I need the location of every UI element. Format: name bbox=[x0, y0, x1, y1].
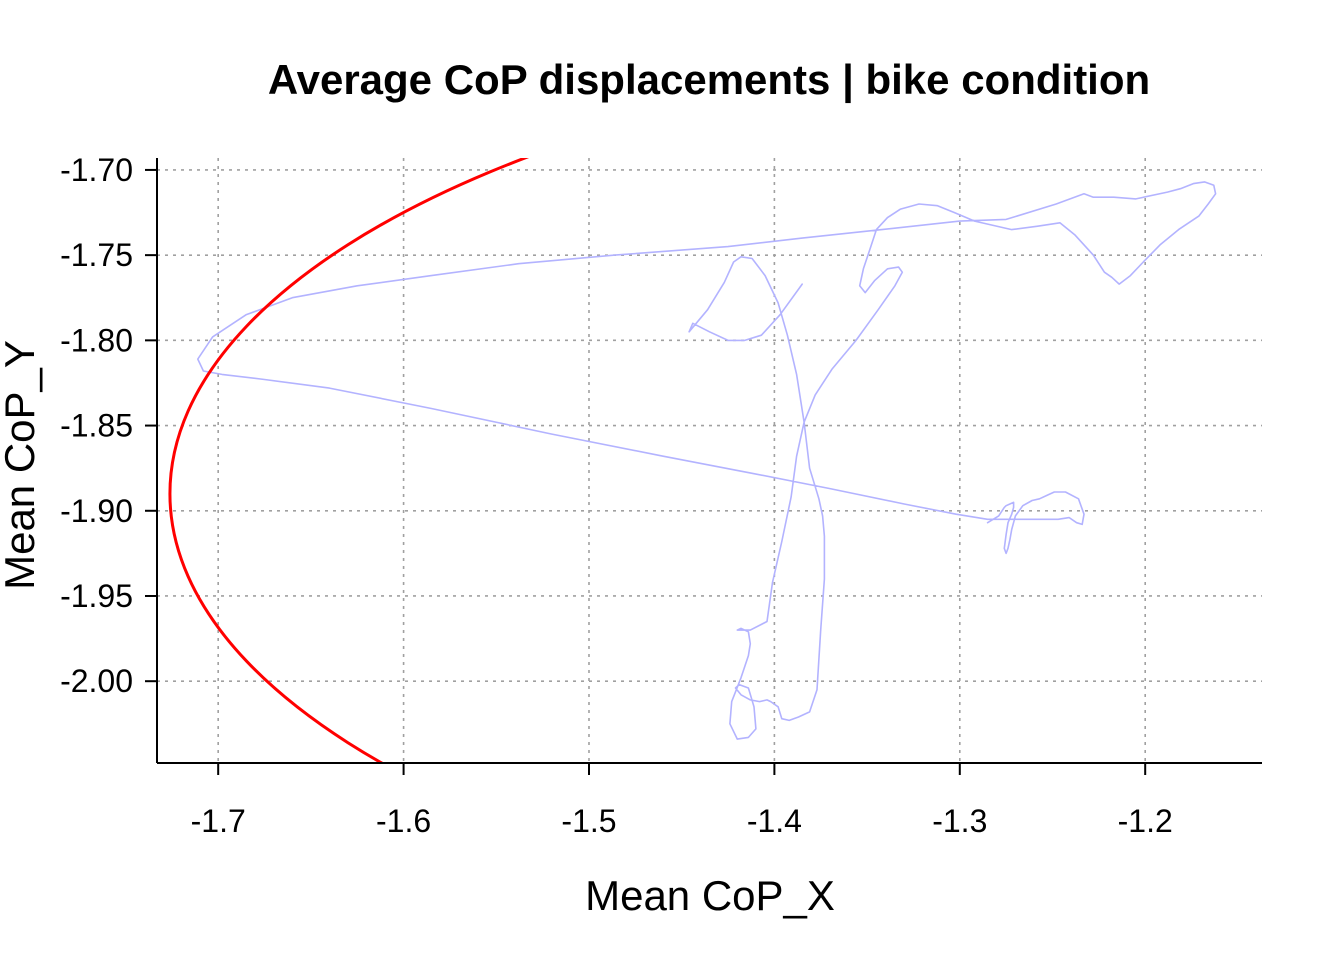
y-tick-label: -1.95 bbox=[60, 578, 133, 614]
y-tick-label: -1.90 bbox=[60, 493, 133, 529]
y-tick-label: -1.70 bbox=[60, 152, 133, 188]
x-axis-label: Mean CoP_X bbox=[585, 872, 835, 919]
data-layer bbox=[168, 158, 1217, 763]
x-tick-label: -1.2 bbox=[1118, 803, 1173, 839]
x-tick-label: -1.5 bbox=[561, 803, 616, 839]
confidence-ellipse bbox=[168, 158, 530, 763]
x-tick-label: -1.3 bbox=[932, 803, 987, 839]
x-tick-label: -1.6 bbox=[376, 803, 431, 839]
y-tick-label: -1.75 bbox=[60, 237, 133, 273]
grid bbox=[157, 158, 1262, 763]
x-tick-label: -1.7 bbox=[191, 803, 246, 839]
y-axis-label: Mean CoP_Y bbox=[0, 340, 43, 590]
y-tick-label: -2.00 bbox=[60, 663, 133, 699]
cop-trajectory-line bbox=[197, 181, 1217, 740]
y-tick-label: -1.80 bbox=[60, 322, 133, 358]
x-tick-label: -1.4 bbox=[747, 803, 802, 839]
y-tick-label: -1.85 bbox=[60, 408, 133, 444]
chart-title: Average CoP displacements | bike conditi… bbox=[268, 56, 1150, 104]
axes: -1.7 -1.6 -1.5 -1.4 -1.3 -1.2 -1.70 -1.75 -1.80 -… bbox=[60, 152, 1262, 839]
